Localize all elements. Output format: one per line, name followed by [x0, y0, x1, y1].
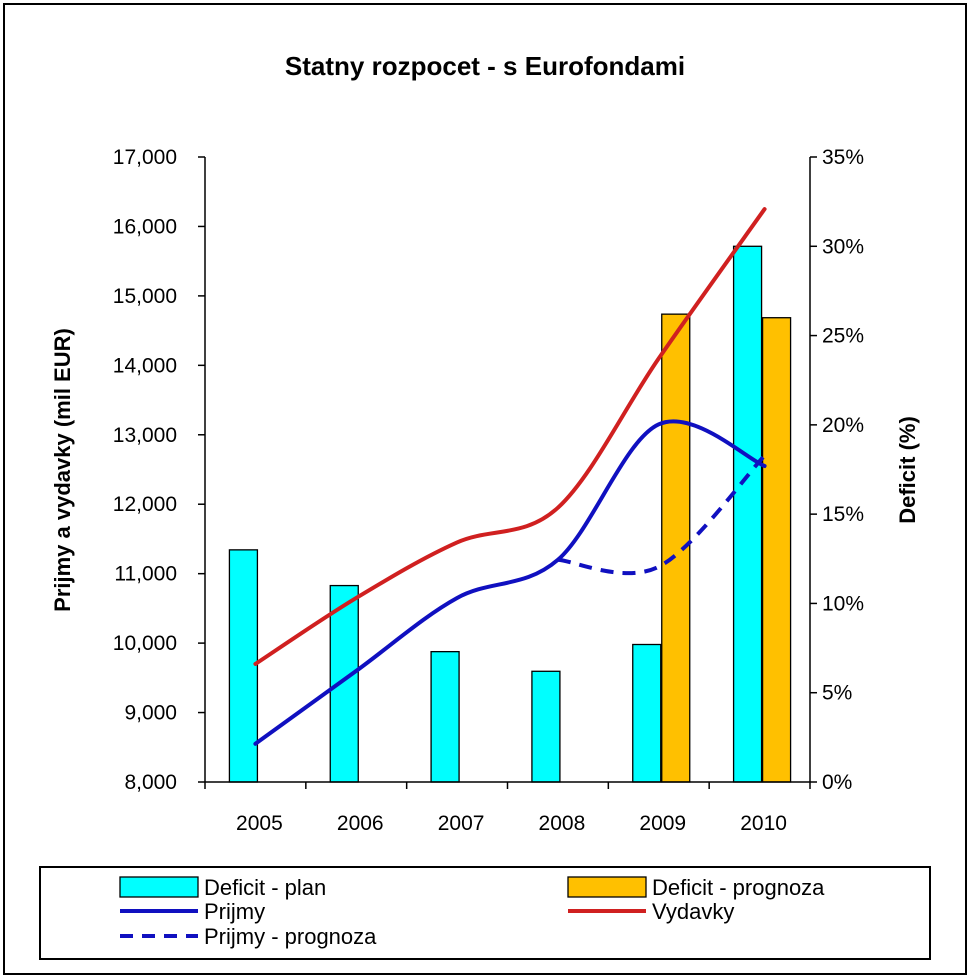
- legend-label-deficit-plan: Deficit - plan: [204, 875, 326, 900]
- bar-deficit-plan-2008: [531, 670, 561, 783]
- x-tick-label-2006: 2006: [337, 812, 384, 835]
- y-tick-label: 9,000: [124, 702, 177, 725]
- bar-deficit-plan-2007: [430, 650, 460, 783]
- y-tick-label: 12,000: [113, 493, 177, 516]
- legend-label-prijmy: Prijmy: [204, 899, 265, 924]
- bar-deficit-prognoza-2010: [761, 317, 792, 783]
- y-tick-label: 11,000: [114, 563, 177, 586]
- y2-tick-label: 10%: [822, 592, 864, 615]
- line-vydavky: [253, 207, 767, 666]
- legend: Deficit - plan Deficit - prognoza Prijmy Vy…: [119, 875, 825, 949]
- y-tick-label: 15,000: [113, 285, 177, 308]
- legend-label-deficit-prognoza: Deficit - prognoza: [652, 875, 825, 900]
- chart-frame: [3, 3, 967, 975]
- x-tick-label-2007: 2007: [438, 812, 485, 835]
- y2-axis-title: Deficit (%): [895, 416, 920, 524]
- y2-tick-label: 25%: [822, 325, 864, 348]
- y-axis-title: Prijmy a vydavky (mil EUR): [50, 328, 75, 612]
- x-tick-label-2009: 2009: [639, 812, 686, 835]
- y-tick-label: 8,000: [124, 771, 177, 794]
- y-tick-label: 14,000: [113, 354, 177, 377]
- x-tick-label-2010: 2010: [740, 812, 787, 835]
- legend-swatch-deficit-prognoza: [567, 876, 647, 898]
- y2-tick-label: 5%: [822, 682, 852, 705]
- legend-swatch-deficit-plan: [119, 876, 199, 898]
- bar-deficit-plan-2009: [632, 643, 662, 783]
- y-tick-label: 17,000: [113, 146, 177, 169]
- y-tick-label: 16,000: [113, 215, 177, 238]
- bar-deficit-plan-2005: [228, 549, 259, 783]
- bar-deficit-plan-2010: [732, 245, 763, 783]
- line-prijmy: [253, 419, 767, 746]
- y2-tick-label: 0%: [822, 771, 852, 794]
- chart-title: Statny rozpocet - s Eurofondami: [285, 51, 685, 81]
- y2-tick-label: 30%: [822, 235, 864, 258]
- plot-area: 8,000 9,000 10,000 11,000 12,000 13,000 14,000…: [113, 146, 864, 835]
- y-tick-label: 10,000: [113, 632, 177, 655]
- legend-label-vydavky: Vydavky: [652, 899, 734, 924]
- x-tick-label-2005: 2005: [236, 812, 283, 835]
- y2-tick-label: 15%: [822, 503, 864, 526]
- bar-deficit-plan-2006: [329, 584, 359, 783]
- legend-label-prijmy-prognoza: Prijmy - prognoza: [204, 924, 377, 949]
- y2-tick-label: 20%: [822, 414, 864, 437]
- y-tick-label: 13,000: [113, 424, 177, 447]
- line-prijmy-prognoza: [557, 454, 767, 576]
- y2-tick-label: 35%: [822, 146, 864, 169]
- x-tick-label-2008: 2008: [539, 812, 586, 835]
